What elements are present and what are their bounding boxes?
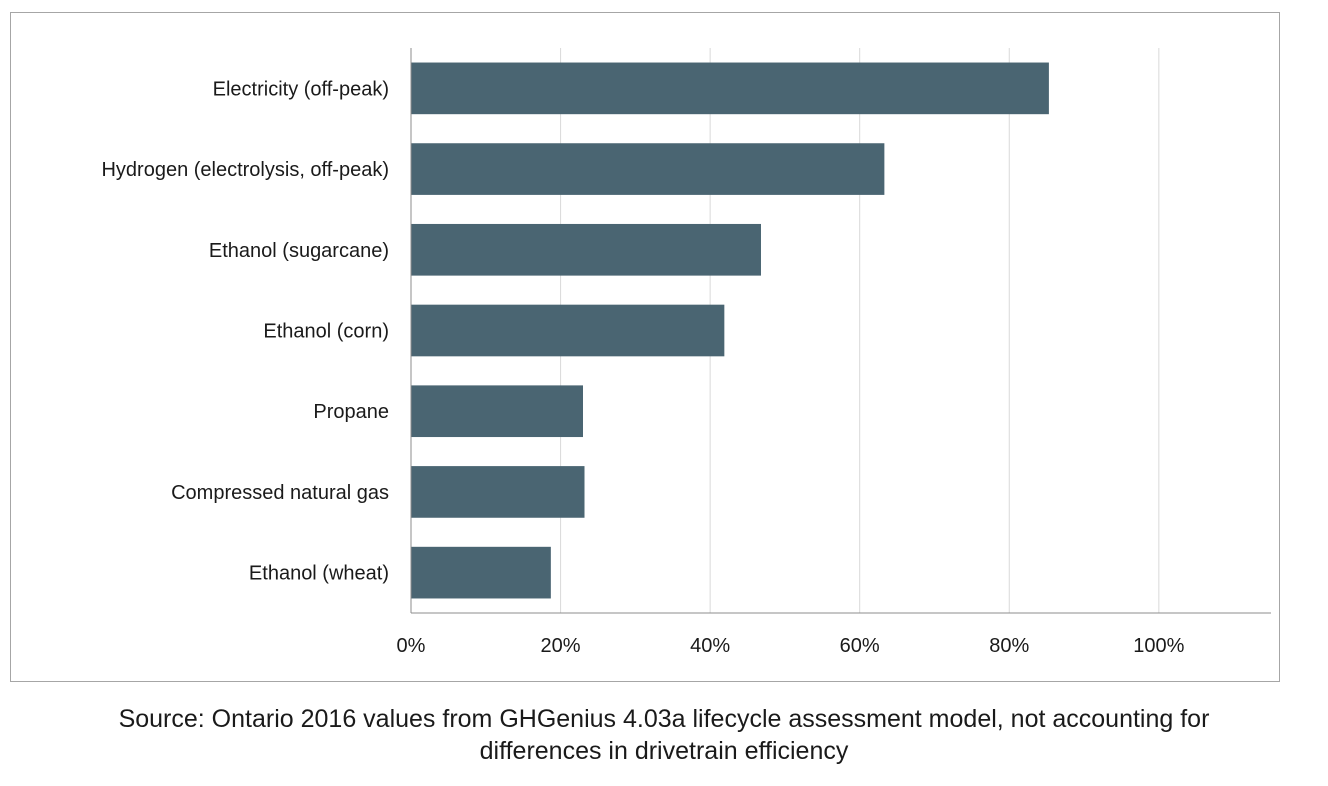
x-tick-label-20: 20% xyxy=(541,635,581,657)
category-label-6: Compressed natural gas xyxy=(171,482,389,504)
source-note-line-1: Source: Ontario 2016 values from GHGeniu… xyxy=(118,705,1210,733)
category-label-3: Ethanol (sugarcane) xyxy=(209,240,389,262)
bar-2 xyxy=(411,143,885,195)
bar-4 xyxy=(411,304,725,357)
source-note-line-2: differences in drivetrain efficiency xyxy=(479,737,849,765)
x-tick-label-0: 0% xyxy=(397,635,426,657)
source-note: Source: Ontario 2016 values from GHGeniu… xyxy=(0,703,1328,767)
bar-3 xyxy=(411,223,761,276)
category-label-7: Ethanol (wheat) xyxy=(249,563,389,585)
x-tick-label-100: 100% xyxy=(1133,635,1184,657)
bar-5 xyxy=(411,385,583,438)
bar-6 xyxy=(411,466,585,518)
bar-chart: Electricity (off-peak) Hydrogen (electrol… xyxy=(101,48,1271,657)
bar-1 xyxy=(411,62,1049,115)
category-label-1: Electricity (off-peak) xyxy=(213,78,389,100)
category-label-2: Hydrogen (electrolysis, off-peak) xyxy=(101,159,389,181)
x-tick-label-40: 40% xyxy=(690,635,730,657)
chart-frame: Electricity (off-peak) Hydrogen (electrol… xyxy=(10,12,1280,682)
x-tick-label-60: 60% xyxy=(840,635,880,657)
bar-7 xyxy=(411,546,551,599)
category-label-4: Ethanol (corn) xyxy=(263,321,389,343)
x-tick-label-80: 80% xyxy=(989,635,1029,657)
category-label-5: Propane xyxy=(313,401,389,423)
